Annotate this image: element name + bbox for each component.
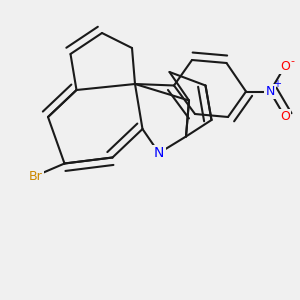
Text: N: N <box>265 85 275 98</box>
Text: O: O <box>280 110 290 124</box>
Text: N: N <box>154 146 164 160</box>
Text: -: - <box>290 56 295 67</box>
Text: +: + <box>274 79 281 89</box>
Text: Br: Br <box>29 170 43 184</box>
Text: O: O <box>280 59 290 73</box>
